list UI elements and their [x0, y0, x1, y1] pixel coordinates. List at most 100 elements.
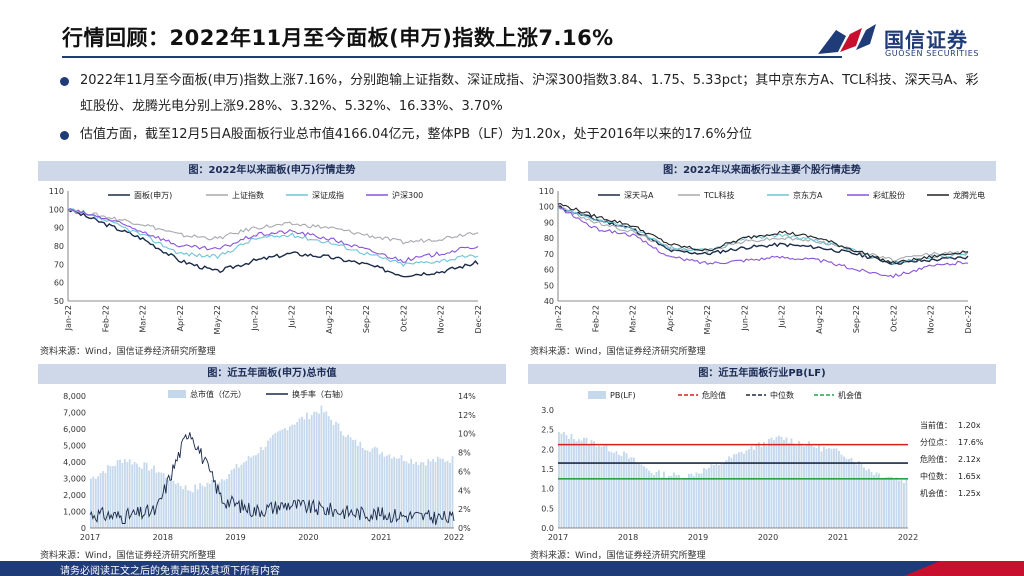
marketcap-bar: [337, 423, 340, 528]
y-tick-label: 70: [544, 250, 554, 259]
legend-label: 机会值: [838, 390, 862, 400]
marketcap-bar: [284, 427, 286, 528]
marketcap-bar: [201, 485, 204, 528]
bullet-dot-icon: [60, 131, 69, 140]
pb-bar: [600, 447, 603, 528]
pb-bar: [833, 448, 835, 528]
marketcap-bar: [296, 422, 299, 528]
pb-bar: [820, 451, 823, 528]
pb-bar: [693, 476, 695, 528]
pb-bar: [625, 453, 628, 528]
marketcap-bar: [403, 461, 405, 528]
pb-bar: [690, 473, 693, 528]
y-tick-label: 0.0: [541, 524, 554, 533]
pb-bar: [760, 447, 763, 528]
x-tick-label: 2020: [298, 533, 318, 542]
y-tick-label: 80: [544, 234, 554, 243]
x-tick-label: 2020: [758, 533, 778, 542]
pb-bar: [585, 437, 588, 528]
marketcap-bar: [376, 447, 379, 528]
pb-bar: [710, 464, 713, 528]
pb-bar: [570, 434, 573, 528]
x-tick-label: Mar-22: [139, 305, 148, 333]
marketcap-bar: [359, 441, 362, 528]
marketcap-bar: [238, 467, 240, 528]
marketcap-bar: [303, 419, 306, 528]
pb-bar: [775, 436, 778, 528]
pb-bar: [705, 469, 708, 528]
logo-mark-icon: [818, 24, 876, 54]
marketcap-bar: [206, 482, 209, 528]
series-line: [557, 206, 969, 263]
marketcap-bar: [364, 450, 366, 528]
x-tick-label: Jan-22: [64, 305, 73, 331]
marketcap-bar: [344, 436, 347, 528]
x-tick-label: 2021: [371, 533, 391, 542]
pb-bar: [805, 444, 808, 528]
pb-bar: [738, 452, 740, 528]
bullet-dot-icon: [60, 77, 69, 86]
legend-label: 深证成指: [312, 190, 344, 200]
marketcap-bar: [281, 429, 284, 528]
x-tick-label: Mar-22: [629, 305, 638, 333]
pb-bar: [793, 443, 795, 528]
marketcap-bar: [177, 482, 180, 528]
pb-bar: [755, 444, 758, 528]
marketcap-bar: [255, 455, 257, 528]
pb-bar: [780, 436, 783, 528]
marketcap-bar: [434, 462, 437, 528]
marketcap-bar: [388, 454, 391, 528]
marketcap-bar: [92, 476, 95, 528]
marketcap-bar: [208, 483, 211, 528]
pb-bar: [818, 444, 820, 528]
marketcap-bar: [286, 430, 289, 528]
legend-label: 总市值（亿元）: [190, 389, 246, 399]
marketcap-bar: [412, 463, 415, 528]
marketcap-bar: [172, 480, 175, 528]
pb-bar: [765, 446, 768, 528]
pb-bar: [620, 455, 623, 528]
legend-swatch: [168, 390, 186, 398]
series-line: [558, 205, 969, 266]
legend-label: TCL科技: [703, 190, 734, 200]
marketcap-bar: [393, 456, 396, 528]
pb-bar: [633, 457, 635, 528]
x-tick-label: Feb-22: [591, 305, 600, 332]
pb-bar: [835, 448, 838, 528]
pb-bar: [753, 449, 755, 528]
source-note: 资料来源：Wind，国信证券经济研究所整理: [40, 551, 216, 561]
pb-bar: [800, 443, 803, 528]
marketcap-bar: [327, 416, 330, 528]
y-tick-label: 5,000: [63, 442, 86, 451]
marketcap-bar: [274, 433, 277, 528]
marketcap-bar: [218, 481, 221, 528]
pb-bar: [790, 438, 793, 528]
pb-bar: [825, 448, 828, 528]
x-tick-label: May-22: [213, 305, 222, 334]
y-tick-label: 1,000: [63, 508, 86, 517]
annotation-value: 1.65x: [958, 472, 981, 481]
legend-label: PB(LF): [610, 391, 636, 400]
marketcap-bar: [361, 448, 364, 528]
y-tick-label: 110: [49, 187, 64, 196]
x-tick-label: Apr-22: [176, 305, 185, 331]
x-tick-label: 2019: [225, 533, 245, 542]
y-tick-label: 8,000: [63, 392, 86, 401]
y2-tick-label: 12%: [458, 411, 476, 420]
pb-bar: [610, 451, 613, 528]
pb-bar: [593, 441, 595, 528]
pb-bar: [708, 467, 710, 528]
pb-bar: [573, 439, 575, 528]
marketcap-bar: [119, 459, 121, 528]
x-tick-label: 2017: [548, 533, 568, 542]
marketcap-bar: [298, 418, 301, 528]
pb-bar: [725, 460, 728, 528]
marketcap-bar: [369, 451, 371, 528]
pb-bar: [870, 472, 873, 528]
y-tick-label: 4,000: [63, 458, 86, 467]
pb-bar: [565, 435, 568, 528]
pb-bar: [563, 432, 565, 528]
marketcap-bar: [264, 446, 267, 528]
marketcap-bar: [395, 458, 398, 528]
pb-bar: [898, 480, 900, 528]
